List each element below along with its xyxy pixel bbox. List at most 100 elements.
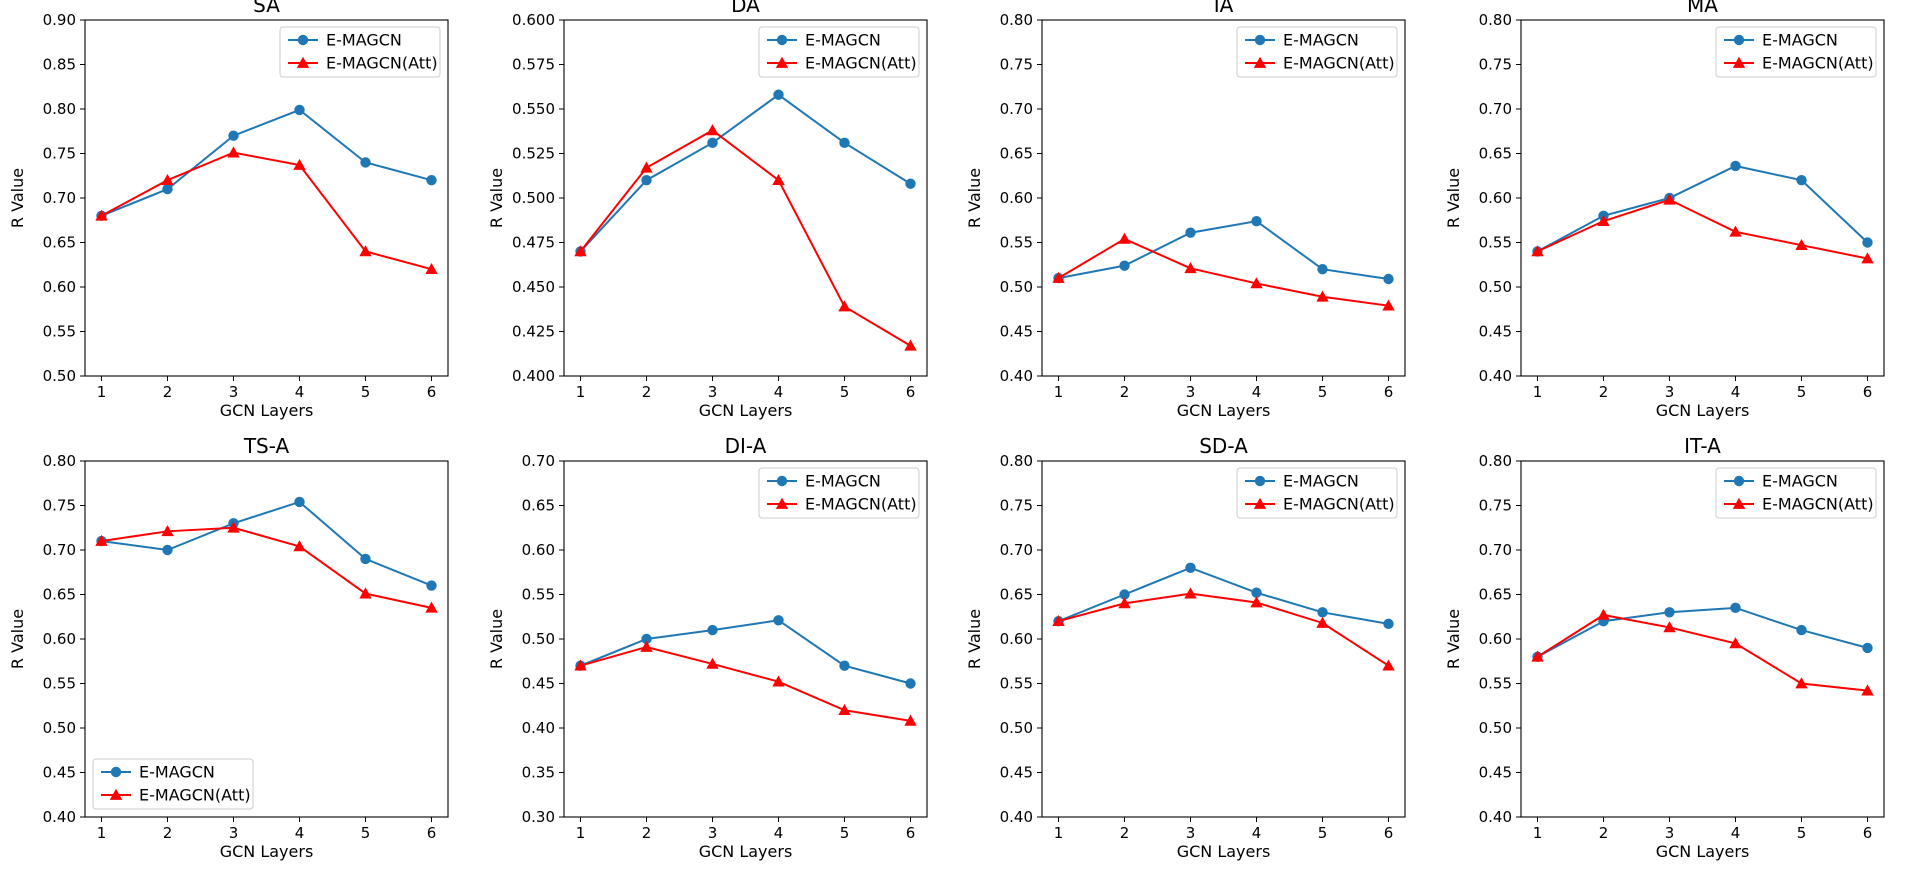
series-emagcn [96,496,437,591]
y-tick-label: 0.30 [522,808,555,826]
x-tick-label: 1 [1054,383,1064,401]
y-tick-label: 0.70 [1000,100,1033,118]
y-tick-label: 0.70 [1479,541,1512,559]
data-point-emagcn-att [1597,608,1610,620]
y-tick-label: 0.500 [512,189,555,207]
series-emagcn-att [1531,193,1874,264]
subplot-title: MA [1687,0,1718,17]
y-tick-label: 0.400 [512,367,555,385]
x-tick-label: 3 [1665,383,1675,401]
legend-label: E-MAGCN(Att) [1283,54,1395,73]
data-point-emagcn [360,553,371,565]
y-axis-label: R Value [965,168,984,228]
x-tick-label: 3 [708,383,718,401]
subplot-sd-a: SD-A 0.40 0.45 0.50 0.55 0.60 0.65 0.70 0.75 0.80… [965,434,1406,861]
x-tick-label: 1 [97,383,107,401]
series-emagcn-att [1531,608,1874,696]
y-tick-label: 0.60 [1000,189,1033,207]
data-point-emagcn-att [1184,587,1197,599]
series-emagcn [1532,602,1873,662]
data-point-emagcn-att [161,174,174,186]
subplot-title: DI-A [725,434,767,458]
y-tick-label: 0.80 [1000,452,1033,470]
x-tick-label: 5 [840,383,850,401]
legend-marker-emagcn [1254,34,1266,46]
y-tick-label: 0.45 [1000,323,1033,341]
data-point-emagcn [1251,215,1262,227]
subplot-ts-a: TS-A 0.40 0.45 0.50 0.55 0.60 0.65 0.70 0.75 0.80… [8,434,449,861]
x-tick-label: 2 [642,383,652,401]
subplot-title: DA [731,0,760,17]
data-point-emagcn-att [838,704,851,716]
y-tick-label: 0.50 [43,367,76,385]
data-point-emagcn-att [359,587,372,599]
y-tick-label: 0.70 [1000,541,1033,559]
data-point-emagcn-att [706,657,719,669]
data-point-emagcn [839,137,850,149]
series-line-emagcn [1537,164,1869,253]
series-line-emagcn-att [1058,592,1390,667]
y-tick-label: 0.75 [43,145,76,163]
y-tick-label: 0.35 [522,764,555,782]
legend-label: E-MAGCN [1283,31,1359,50]
x-tick-label: 6 [427,383,437,401]
data-point-emagcn-att [1795,677,1808,689]
y-axis-label: R Value [487,609,506,669]
y-tick-label: 0.50 [1479,278,1512,296]
series-line-emagcn [1537,606,1868,658]
data-point-emagcn [360,157,371,168]
subplot-it-a: IT-A 0.40 0.45 0.50 0.55 0.60 0.65 0.70 0.75 0.80… [1444,434,1885,861]
x-tick-label: 1 [1054,824,1064,842]
legend-label: E-MAGCN [326,31,402,50]
legend-marker-emagcn-att [1732,497,1746,509]
x-tick-label: 5 [1797,824,1807,842]
y-tick-label: 0.50 [1479,719,1512,737]
y-tick-label: 0.425 [512,323,555,341]
data-point-emagcn [641,175,652,186]
y-tick-label: 0.475 [512,234,555,252]
data-point-emagcn [1383,618,1394,630]
subplot-ia: IA 0.40 0.45 0.50 0.55 0.60 0.65 0.70 0.75 0.80 1 2… [965,0,1406,420]
data-point-emagcn [228,130,239,141]
legend-label: E-MAGCN [805,31,881,50]
x-tick-label: 1 [576,824,586,842]
series-line-emagcn-att [1057,237,1389,307]
legend-marker-emagcn [1254,475,1266,487]
y-tick-label: 0.45 [522,675,555,693]
data-point-emagcn-att [904,714,917,726]
legend-label: E-MAGCN [1283,472,1359,491]
data-point-emagcn-att [227,521,240,533]
y-tick-label: 0.40 [1479,367,1512,385]
data-point-emagcn-att [1861,252,1874,264]
legend-marker-emagcn [297,34,309,46]
y-tick-label: 0.55 [1000,234,1033,252]
legend-marker-emagcn-att [1253,56,1267,68]
subplot-sa: SA 0.50 0.55 0.60 0.65 0.70 0.75 0.80 0.85 0.90 1 2… [8,0,449,420]
y-tick-label: 0.75 [1000,56,1033,74]
legend: E-MAGCN E-MAGCN(Att) [1236,26,1398,78]
x-tick-label: 5 [1318,383,1328,401]
data-point-emagcn-att [1250,277,1263,289]
legend-marker-emagcn [110,766,122,778]
series-emagcn-att [1052,232,1395,311]
data-point-emagcn [839,660,850,671]
x-tick-label: 4 [1252,383,1262,401]
y-tick-label: 0.40 [43,808,76,826]
legend-label: E-MAGCN(Att) [1762,495,1874,514]
data-point-emagcn-att [161,525,174,537]
legend-box [1236,467,1398,519]
data-point-emagcn-att [95,209,108,221]
data-point-emagcn [1862,642,1873,654]
data-point-emagcn [707,624,718,636]
data-point-emagcn [641,633,652,645]
legend-label: E-MAGCN [139,763,215,782]
x-tick-label: 3 [1186,383,1196,401]
y-tick-label: 0.65 [43,234,76,252]
x-tick-label: 2 [163,383,173,401]
legend-marker-emagcn [1733,34,1745,46]
y-tick-label: 0.60 [1000,630,1033,648]
legend-marker-emagcn [1733,475,1745,487]
data-point-emagcn-att [706,124,719,136]
y-tick-label: 0.80 [1000,11,1033,29]
